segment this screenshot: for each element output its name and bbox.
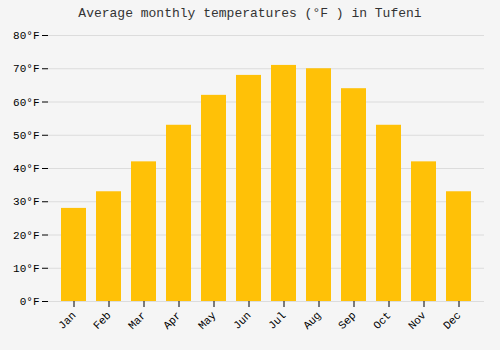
- svg-text:Feb: Feb: [91, 309, 113, 331]
- svg-text:Jun: Jun: [231, 309, 253, 331]
- svg-text:Sep: Sep: [336, 309, 358, 331]
- svg-text:May: May: [196, 309, 219, 332]
- svg-text:50°F: 50°F: [13, 130, 39, 142]
- svg-text:Jan: Jan: [56, 309, 78, 331]
- svg-text:Dec: Dec: [441, 309, 463, 331]
- svg-text:Mar: Mar: [126, 309, 148, 331]
- svg-text:Apr: Apr: [161, 309, 183, 331]
- svg-text:Oct: Oct: [371, 309, 393, 331]
- html-text:Average monthly temperatures (: Average monthly temperatures (°F ) in Tu…: [78, 6, 422, 21]
- svg-text:30°F: 30°F: [13, 196, 39, 208]
- svg-text:80°F: 80°F: [13, 30, 39, 42]
- svg-text:70°F: 70°F: [13, 63, 39, 75]
- svg-text:20°F: 20°F: [13, 230, 39, 242]
- svg-text:Nov: Nov: [406, 309, 429, 332]
- svg-text:40°F: 40°F: [13, 163, 39, 175]
- svg-text:60°F: 60°F: [13, 97, 39, 109]
- svg-text:Jul: Jul: [266, 309, 288, 331]
- svg-text:Aug: Aug: [301, 309, 323, 331]
- svg-text:0°F: 0°F: [20, 296, 40, 308]
- svg-text:10°F: 10°F: [13, 263, 39, 275]
